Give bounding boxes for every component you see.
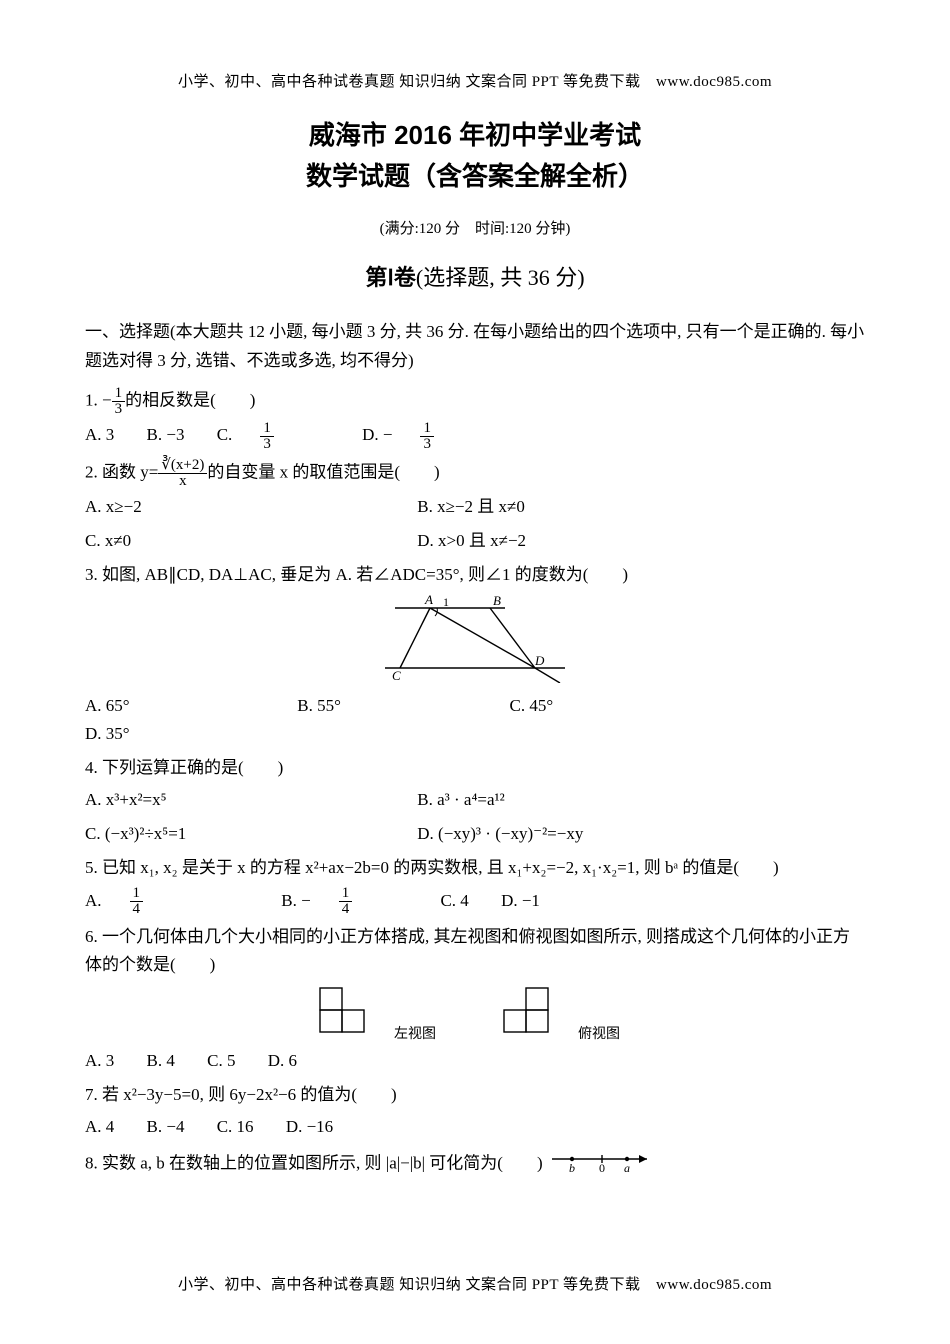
q4-opt-a: A. x³+x²=x⁵: [85, 786, 385, 814]
q3-figure: A 1 B C D: [85, 593, 865, 688]
section-heading: 一、选择题(本大题共 12 小题, 每小题 3 分, 共 36 分. 在每小题给…: [85, 318, 865, 376]
q1-stem-post: 的相反数是( ): [125, 390, 255, 409]
q2-opt-c: C. x≠0: [85, 527, 385, 555]
exam-page: 小学、初中、高中各种试卷真题 知识归纳 文案合同 PPT 等免费下载 www.d…: [0, 0, 950, 1344]
q5-options: A. 14 B. −14 C. 4 D. −1: [85, 886, 865, 917]
q6-options: A. 3 B. 4 C. 5 D. 6: [85, 1047, 865, 1075]
question-2: 2. 函数 y=∛(x+2)x的自变量 x 的取值范围是( ): [85, 458, 865, 489]
q4-opt-b: B. a³ · a⁴=a¹²: [417, 786, 717, 814]
q2-options-row1: A. x≥−2 B. x≥−2 且 x≠0: [85, 493, 865, 521]
nl-b: b: [569, 1161, 575, 1173]
top-view-label: 俯视图: [578, 1023, 620, 1043]
nl-a: a: [624, 1161, 630, 1173]
q2-opt-a: A. x≥−2: [85, 493, 385, 521]
part-title: 第Ⅰ卷(选择题, 共 36 分): [85, 260, 865, 292]
q7-options: A. 4 B. −4 C. 16 D. −16: [85, 1113, 865, 1141]
q7-opt-a: A. 4: [85, 1113, 114, 1141]
q5-opt-c: C. 4: [440, 887, 468, 915]
q8-stem: 8. 实数 a, b 在数轴上的位置如图所示, 则 |a|−|b| 可化简为( …: [85, 1154, 543, 1173]
q1-opt-a: A. 3: [85, 421, 114, 449]
q7-opt-c: C. 16: [217, 1113, 254, 1141]
q4-opt-d: D. (−xy)³ · (−xy)⁻²=−xy: [417, 820, 717, 848]
top-view-fig: 俯视图: [494, 1025, 640, 1042]
q6-figure: 左视图 俯视图: [85, 983, 865, 1043]
q4-options-row2: C. (−x³)²÷x⁵=1 D. (−xy)³ · (−xy)⁻²=−xy: [85, 820, 865, 848]
q3-opt-c: C. 45°: [510, 692, 690, 720]
question-8: 8. 实数 a, b 在数轴上的位置如图所示, 则 |a|−|b| 可化简为( …: [85, 1147, 865, 1182]
q6-opt-b: B. 4: [147, 1047, 175, 1075]
label-angle1: 1: [443, 595, 449, 609]
nl-zero: 0: [599, 1161, 605, 1173]
q5-opt-b: B. −14: [281, 886, 408, 917]
q3-opt-b: B. 55°: [297, 692, 477, 720]
question-7: 7. 若 x²−3y−5=0, 则 6y−2x²−6 的值为( ): [85, 1081, 865, 1109]
q2-fraction: ∛(x+2)x: [158, 458, 207, 489]
q4-opt-c: C. (−x³)²÷x⁵=1: [85, 820, 385, 848]
geometry-diagram: A 1 B C D: [375, 593, 575, 683]
header-note: 小学、初中、高中各种试卷真题 知识归纳 文案合同 PPT 等免费下载 www.d…: [85, 70, 865, 91]
exam-meta: (满分:120 分 时间:120 分钟): [85, 217, 865, 238]
q6-opt-d: D. 6: [268, 1047, 297, 1075]
q6-opt-a: A. 3: [85, 1047, 114, 1075]
q1-stem-pre: 1. −: [85, 390, 112, 409]
q1-opt-d: D. −13: [362, 421, 490, 452]
q2-opt-d: D. x>0 且 x≠−2: [417, 527, 717, 555]
q7-opt-b: B. −4: [147, 1113, 185, 1141]
question-4: 4. 下列运算正确的是( ): [85, 754, 865, 782]
q3-options: A. 65° B. 55° C. 45° D. 35°: [85, 692, 865, 748]
footer-note: 小学、初中、高中各种试卷真题 知识归纳 文案合同 PPT 等免费下载 www.d…: [0, 1273, 950, 1294]
q1-opt-b: B. −3: [147, 421, 185, 449]
q6-opt-c: C. 5: [207, 1047, 235, 1075]
q3-opt-d: D. 35°: [85, 720, 265, 748]
label-C: C: [392, 668, 401, 683]
question-6: 6. 一个几何体由几个大小相同的小正方体搭成, 其左视图和俯视图如图所示, 则搭…: [85, 923, 865, 979]
q7-opt-d: D. −16: [286, 1113, 333, 1141]
label-A: A: [424, 593, 433, 607]
part-label-rest: (选择题, 共 36 分): [416, 265, 585, 290]
title-main: 威海市 2016 年初中学业考试: [85, 115, 865, 152]
q5-opt-a: A. 14: [85, 886, 199, 917]
numberline-fig: b 0 a: [547, 1147, 657, 1182]
left-view-fig: 左视图: [310, 1025, 460, 1042]
q5-opt-d: D. −1: [501, 887, 540, 915]
q1-fraction: 13: [112, 386, 126, 417]
title-sub: 数学试题（含答案全解全析）: [85, 156, 865, 193]
q4-options-row1: A. x³+x²=x⁵ B. a³ · a⁴=a¹²: [85, 786, 865, 814]
q2-options-row2: C. x≠0 D. x>0 且 x≠−2: [85, 527, 865, 555]
part-label-bold: 第Ⅰ卷: [365, 265, 416, 290]
q2-stem-pre: 2. 函数 y=: [85, 462, 158, 481]
q3-opt-a: A. 65°: [85, 692, 265, 720]
label-D: D: [534, 653, 545, 668]
q2-opt-b: B. x≥−2 且 x≠0: [417, 493, 717, 521]
question-1: 1. −13的相反数是( ): [85, 386, 865, 417]
question-3: 3. 如图, AB∥CD, DA⊥AC, 垂足为 A. 若∠ADC=35°, 则…: [85, 561, 865, 589]
q1-opt-c: C. 13: [217, 421, 330, 452]
q1-options: A. 3 B. −3 C. 13 D. −13: [85, 421, 865, 452]
q2-stem-post: 的自变量 x 的取值范围是( ): [207, 462, 439, 481]
label-B: B: [493, 593, 501, 608]
question-5: 5. 已知 x₁, x₂ 是关于 x 的方程 x²+ax−2b=0 的两实数根,…: [85, 854, 865, 882]
left-view-label: 左视图: [394, 1023, 436, 1043]
